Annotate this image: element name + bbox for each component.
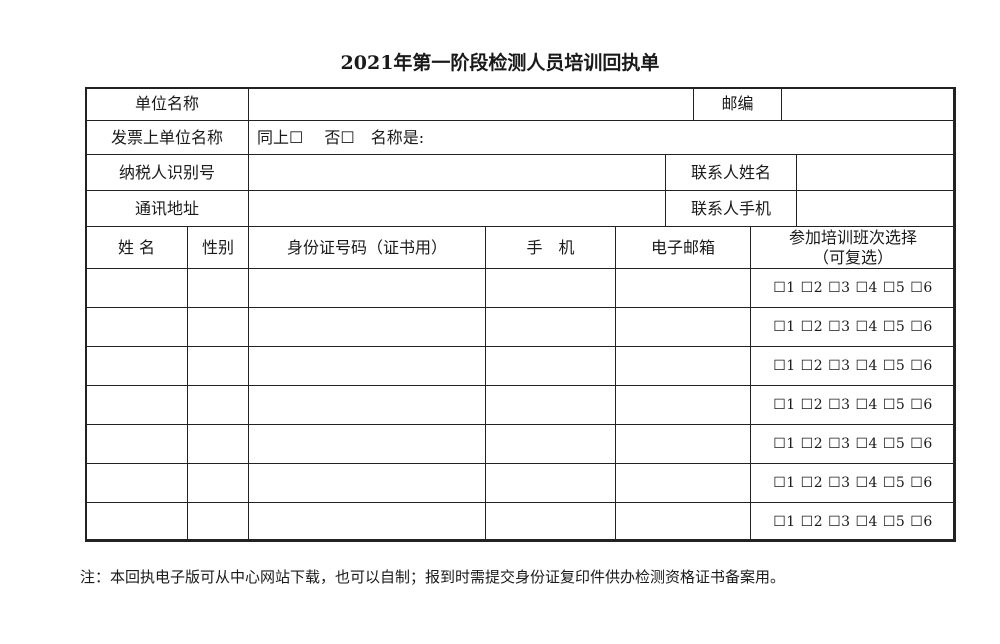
email-field[interactable] bbox=[615, 463, 751, 503]
id-number-field[interactable] bbox=[248, 424, 486, 464]
class-options[interactable]: ☐1 ☐2 ☐3 ☐4 ☐5 ☐6 bbox=[750, 346, 956, 386]
name-field[interactable] bbox=[85, 268, 188, 308]
page-title: 2021年第一阶段检测人员培训回执单 bbox=[340, 52, 660, 74]
gender-field[interactable] bbox=[187, 424, 249, 464]
gender-field[interactable] bbox=[187, 463, 249, 503]
name-field[interactable] bbox=[85, 346, 188, 386]
phone-field[interactable] bbox=[485, 424, 616, 464]
email-field[interactable] bbox=[615, 268, 751, 308]
address-field[interactable] bbox=[248, 190, 666, 227]
id-number-field[interactable] bbox=[248, 502, 486, 542]
class-options[interactable]: ☐1 ☐2 ☐3 ☐4 ☐5 ☐6 bbox=[750, 424, 956, 464]
phone-field[interactable] bbox=[485, 502, 616, 542]
class-options[interactable]: ☐1 ☐2 ☐3 ☐4 ☐5 ☐6 bbox=[750, 385, 956, 425]
id-number-field[interactable] bbox=[248, 463, 486, 503]
gender-field[interactable] bbox=[187, 268, 249, 308]
email-field[interactable] bbox=[615, 307, 751, 347]
email-field[interactable] bbox=[615, 346, 751, 386]
email-field[interactable] bbox=[615, 424, 751, 464]
header-name: 姓 名 bbox=[85, 226, 188, 269]
gender-field[interactable] bbox=[187, 502, 249, 542]
gender-field[interactable] bbox=[187, 385, 249, 425]
contact-name-label: 联系人姓名 bbox=[665, 154, 797, 191]
class-options[interactable]: ☐1 ☐2 ☐3 ☐4 ☐5 ☐6 bbox=[750, 268, 956, 308]
header-phone: 手 机 bbox=[485, 226, 616, 269]
name-field[interactable] bbox=[85, 463, 188, 503]
footnote: 注：本回执电子版可从中心网站下载，也可以自制；报到时需提交身份证复印件供办检测资… bbox=[80, 568, 786, 586]
phone-field[interactable] bbox=[485, 268, 616, 308]
header-class-choice: 参加培训班次选择 （可复选） bbox=[750, 226, 956, 269]
class-options[interactable]: ☐1 ☐2 ☐3 ☐4 ☐5 ☐6 bbox=[750, 502, 956, 542]
contact-phone-label: 联系人手机 bbox=[665, 190, 797, 227]
postcode-field[interactable] bbox=[781, 87, 956, 121]
id-number-field[interactable] bbox=[248, 307, 486, 347]
name-field[interactable] bbox=[85, 307, 188, 347]
gender-field[interactable] bbox=[187, 346, 249, 386]
invoice-unit-field[interactable]: 同上☐ 否☐ 名称是: bbox=[248, 120, 956, 155]
contact-name-field[interactable] bbox=[796, 154, 956, 191]
phone-field[interactable] bbox=[485, 463, 616, 503]
name-field[interactable] bbox=[85, 424, 188, 464]
class-options[interactable]: ☐1 ☐2 ☐3 ☐4 ☐5 ☐6 bbox=[750, 307, 956, 347]
postcode-label: 邮编 bbox=[693, 87, 782, 121]
phone-field[interactable] bbox=[485, 385, 616, 425]
header-email: 电子邮箱 bbox=[615, 226, 751, 269]
unit-name-label: 单位名称 bbox=[85, 87, 249, 121]
id-number-field[interactable] bbox=[248, 268, 486, 308]
header-gender: 性别 bbox=[187, 226, 249, 269]
invoice-unit-label: 发票上单位名称 bbox=[85, 120, 249, 155]
id-number-field[interactable] bbox=[248, 346, 486, 386]
taxpayer-id-label: 纳税人识别号 bbox=[85, 154, 249, 191]
address-label: 通讯地址 bbox=[85, 190, 249, 227]
gender-field[interactable] bbox=[187, 307, 249, 347]
class-options[interactable]: ☐1 ☐2 ☐3 ☐4 ☐5 ☐6 bbox=[750, 463, 956, 503]
taxpayer-id-field[interactable] bbox=[248, 154, 666, 191]
unit-name-field[interactable] bbox=[248, 87, 694, 121]
name-field[interactable] bbox=[85, 502, 188, 542]
header-id-number: 身份证号码（证书用） bbox=[248, 226, 486, 269]
phone-field[interactable] bbox=[485, 307, 616, 347]
contact-phone-field[interactable] bbox=[796, 190, 956, 227]
email-field[interactable] bbox=[615, 385, 751, 425]
id-number-field[interactable] bbox=[248, 385, 486, 425]
name-field[interactable] bbox=[85, 385, 188, 425]
phone-field[interactable] bbox=[485, 346, 616, 386]
email-field[interactable] bbox=[615, 502, 751, 542]
